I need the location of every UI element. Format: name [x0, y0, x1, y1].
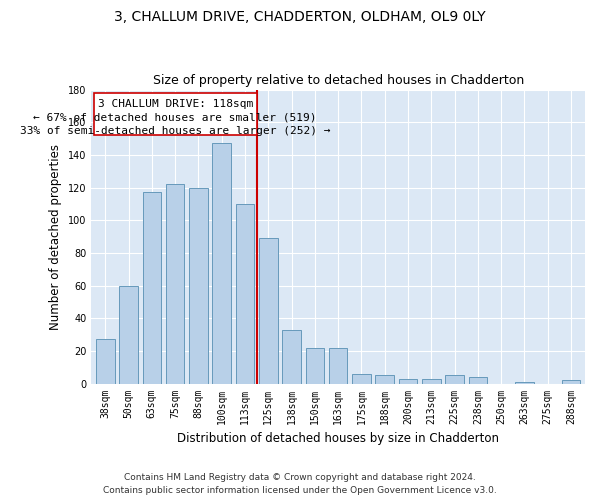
- Text: 3, CHALLUM DRIVE, CHADDERTON, OLDHAM, OL9 0LY: 3, CHALLUM DRIVE, CHADDERTON, OLDHAM, OL…: [114, 10, 486, 24]
- Bar: [352, 374, 371, 384]
- Bar: [212, 144, 231, 384]
- Bar: [469, 377, 487, 384]
- Bar: [445, 376, 464, 384]
- Bar: [119, 286, 138, 384]
- Bar: [305, 348, 324, 384]
- Bar: [96, 340, 115, 384]
- Title: Size of property relative to detached houses in Chadderton: Size of property relative to detached ho…: [152, 74, 524, 87]
- Bar: [94, 93, 257, 136]
- Bar: [376, 376, 394, 384]
- Bar: [236, 204, 254, 384]
- Bar: [515, 382, 534, 384]
- Bar: [422, 378, 440, 384]
- Bar: [398, 378, 418, 384]
- Y-axis label: Number of detached properties: Number of detached properties: [49, 144, 62, 330]
- Bar: [143, 192, 161, 384]
- Text: Contains HM Land Registry data © Crown copyright and database right 2024.
Contai: Contains HM Land Registry data © Crown c…: [103, 474, 497, 495]
- Bar: [329, 348, 347, 384]
- Bar: [562, 380, 580, 384]
- Bar: [166, 184, 184, 384]
- Bar: [259, 238, 278, 384]
- Bar: [282, 330, 301, 384]
- Text: ← 67% of detached houses are smaller (519): ← 67% of detached houses are smaller (51…: [34, 112, 317, 122]
- Text: 3 CHALLUM DRIVE: 118sqm: 3 CHALLUM DRIVE: 118sqm: [98, 98, 253, 108]
- Bar: [189, 188, 208, 384]
- Text: 33% of semi-detached houses are larger (252) →: 33% of semi-detached houses are larger (…: [20, 126, 331, 136]
- X-axis label: Distribution of detached houses by size in Chadderton: Distribution of detached houses by size …: [177, 432, 499, 445]
